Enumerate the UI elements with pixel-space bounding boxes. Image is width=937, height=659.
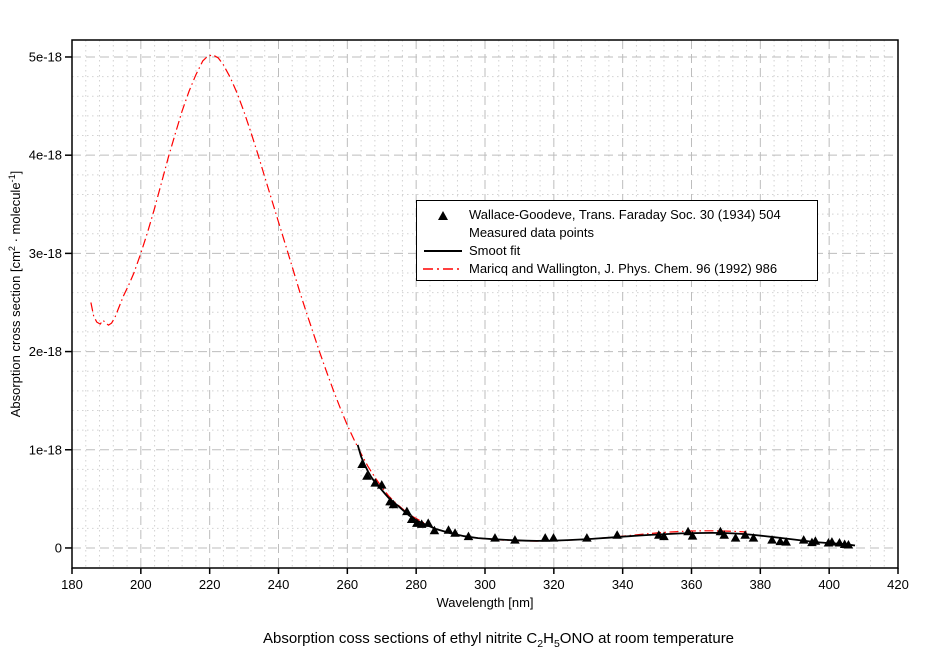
- data-point-triangle: [719, 530, 729, 539]
- legend-label: Measured data points: [469, 225, 595, 240]
- legend-entry-maricq: Maricq and Wallington, J. Phys. Chem. 96…: [417, 260, 817, 278]
- data-point-triangle: [443, 525, 454, 534]
- data-point-triangle: [402, 506, 412, 516]
- legend: Wallace-Goodeve, Trans. Faraday Soc. 30 …: [416, 200, 818, 281]
- gridlines-major: [72, 40, 898, 568]
- tick-labels: 180 200 220 240 260 280 300 320 340 360 380 400 420 0…: [29, 49, 909, 592]
- data-point-triangle: [582, 533, 592, 542]
- x-tick-label: 360: [681, 577, 703, 592]
- data-point-triangle: [490, 533, 500, 542]
- y-tick-label: 1e-18: [29, 442, 62, 457]
- legend-entry-fit: Smoot fit: [417, 242, 817, 260]
- y-tick-label: 3e-18: [29, 246, 62, 261]
- data-point-triangle: [748, 533, 759, 542]
- data-point-triangle: [798, 535, 809, 544]
- triangle-marker-icon: [438, 210, 448, 220]
- legend-label: Maricq and Wallington, J. Phys. Chem. 96…: [469, 261, 778, 276]
- data-point-triangle: [612, 530, 622, 539]
- solid-line-swatch-icon: [424, 250, 462, 252]
- data-point-triangle: [510, 535, 520, 544]
- data-point-triangle: [775, 536, 786, 546]
- y-tick-label: 4e-18: [29, 148, 62, 163]
- dashdot-line-swatch-icon: [423, 268, 463, 270]
- x-tick-label: 200: [130, 577, 152, 592]
- x-tick-label: 220: [199, 577, 221, 592]
- axis-ticks: [65, 56, 899, 574]
- chart-title-text: ONO at room temperature: [559, 630, 735, 647]
- data-point-triangle: [376, 480, 387, 489]
- x-tick-label: 240: [268, 577, 290, 592]
- x-tick-label: 300: [474, 577, 496, 592]
- y-axis-title-text: · molecule: [8, 182, 24, 247]
- data-point-triangle: [687, 531, 698, 540]
- chart-title-text: H: [543, 630, 554, 647]
- data-point-triangle: [827, 537, 837, 546]
- series-maricq-wallington: [90, 54, 747, 542]
- data-point-triangle: [683, 526, 693, 536]
- x-tick-label: 340: [612, 577, 634, 592]
- chart-title: Absorption coss sections of ethyl nitrit…: [60, 630, 937, 650]
- data-point-triangle: [429, 525, 440, 535]
- x-tick-label: 380: [749, 577, 771, 592]
- data-point-triangle: [540, 533, 551, 542]
- chart-title-sub: 5: [553, 638, 560, 650]
- y-axis-title-text: Absorption cross section [cm: [8, 251, 24, 418]
- y-axis-title-sup: -1: [6, 174, 17, 183]
- x-tick-label: 180: [61, 577, 83, 592]
- y-tick-label: 0: [55, 540, 62, 555]
- data-point-triangle: [730, 533, 741, 542]
- series-wallace-goodeve-measured: [357, 459, 854, 549]
- legend-entry-measured: Wallace-Goodeve, Trans. Faraday Soc. 30 …: [417, 206, 817, 224]
- x-tick-label: 400: [818, 577, 840, 592]
- data-point-triangle: [450, 528, 460, 537]
- data-point-triangle: [370, 478, 381, 487]
- data-point-triangle: [767, 535, 777, 544]
- data-point-triangle: [388, 499, 399, 509]
- data-point-triangle: [406, 514, 417, 523]
- y-tick-label: 2e-18: [29, 344, 62, 359]
- data-point-triangle: [357, 459, 367, 469]
- y-axis-title: Absorption cross section [cm2 · molecule…: [7, 171, 23, 418]
- legend-entry-measured-sub: Measured data points: [417, 224, 817, 242]
- y-axis-title-sup: 2: [6, 246, 17, 252]
- x-tick-label: 320: [543, 577, 565, 592]
- gridlines-minor: [72, 40, 898, 568]
- x-tick-label: 260: [336, 577, 358, 592]
- legend-label: Wallace-Goodeve, Trans. Faraday Soc. 30 …: [469, 207, 781, 222]
- data-point-triangle: [810, 536, 821, 545]
- data-point-triangle: [463, 531, 474, 541]
- x-axis-title: Wavelength [nm]: [436, 595, 534, 610]
- data-point-triangle: [362, 471, 372, 480]
- legend-swatch: [417, 210, 469, 220]
- data-point-triangle: [423, 518, 434, 527]
- data-point-triangle: [843, 540, 854, 549]
- data-point-triangle: [548, 533, 559, 542]
- chart-title-sub: 2: [537, 638, 544, 650]
- y-tick-label: 5e-18: [29, 49, 62, 64]
- x-tick-label: 420: [887, 577, 909, 592]
- legend-swatch: [417, 250, 469, 252]
- data-point-triangle: [740, 530, 750, 539]
- chart-title-text: Absorption coss sections of ethyl nitrit…: [262, 630, 538, 647]
- legend-label: Smoot fit: [469, 243, 521, 258]
- x-tick-label: 280: [405, 577, 427, 592]
- y-axis-title-text: ]: [8, 170, 24, 175]
- data-point-triangle: [781, 537, 791, 546]
- data-point-triangle: [659, 531, 669, 541]
- legend-swatch: [417, 267, 469, 271]
